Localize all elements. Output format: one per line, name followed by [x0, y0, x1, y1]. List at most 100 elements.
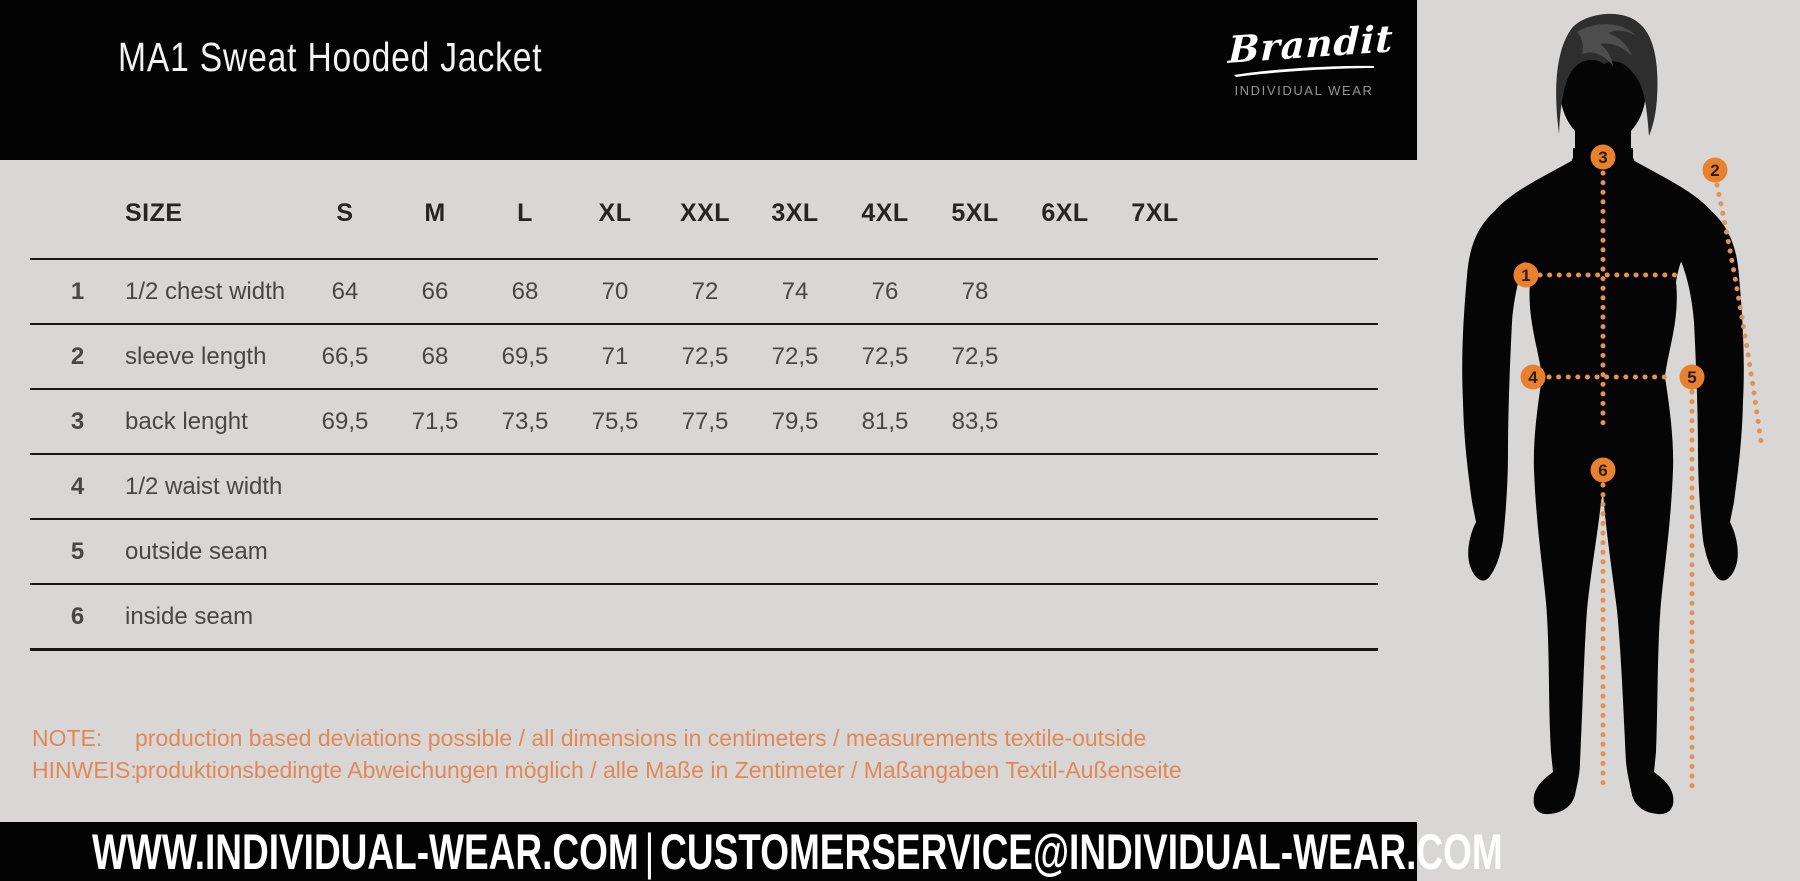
marker-1: 1: [1513, 262, 1539, 288]
measurement-label: sleeve length: [125, 324, 300, 390]
measurement-value: 70: [570, 259, 660, 325]
note-label: NOTE:: [32, 725, 103, 751]
size-column-header-m: M: [390, 168, 480, 260]
measurement-figure: 1 2 3 4 5 6: [1462, 13, 1764, 815]
footer-website: WWW.INDIVIDUAL-WEAR.COM: [92, 823, 639, 880]
measurement-value: 68: [480, 259, 570, 325]
brand-logo: Brandit INDIVIDUAL WEAR: [1227, 16, 1394, 98]
measurement-value: [660, 519, 750, 585]
size-table-header-row: SIZE S M L XL XXL 3XL 4XL 5XL 6XL 7XL: [30, 168, 1378, 260]
size-column-header-6xl: 6XL: [1020, 168, 1110, 260]
measurement-value: [1020, 324, 1110, 390]
measurement-value: 71,5: [390, 389, 480, 455]
measurement-markers: 1 2 3 4 5 6: [1513, 144, 1728, 483]
marker-6: 6: [1590, 457, 1616, 483]
measurement-value: 78: [930, 259, 1020, 325]
size-column-header-xxl: XXL: [660, 168, 750, 260]
size-column-header-l: L: [480, 168, 570, 260]
hair-silhouette: [1556, 13, 1658, 137]
measurement-value: [1110, 519, 1200, 585]
measurement-value: 81,5: [840, 389, 930, 455]
measurement-label: inside seam: [125, 584, 300, 651]
measurement-value: [750, 584, 840, 651]
row-number: 4: [30, 454, 125, 520]
measurement-value: [300, 519, 390, 585]
footer-contact-line: WWW.INDIVIDUAL-WEAR.COM | CUSTOMERSERVICE@…: [92, 823, 1503, 881]
svg-text:6: 6: [1598, 461, 1607, 480]
measurement-value: [1110, 324, 1200, 390]
svg-text:4: 4: [1528, 368, 1538, 387]
measurement-value: [750, 519, 840, 585]
measurement-value: [1020, 454, 1110, 520]
measurement-row-6: 6 inside seam: [30, 584, 1378, 651]
marker-4: 4: [1520, 364, 1546, 390]
left-arm-silhouette: [1462, 210, 1528, 581]
measurement-value: 76: [840, 259, 930, 325]
measurement-value: [930, 519, 1020, 585]
hair-highlight: [1577, 24, 1636, 66]
measurement-value: [480, 584, 570, 651]
measurement-value: 75,5: [570, 389, 660, 455]
size-column-header-3xl: 3XL: [750, 168, 840, 260]
row-number: 1: [30, 259, 125, 325]
row-fill-spacer: [1200, 519, 1378, 585]
measurement-value: 72,5: [660, 324, 750, 390]
measurement-value: 69,5: [300, 389, 390, 455]
measurement-value: [300, 454, 390, 520]
measurement-value: [660, 584, 750, 651]
size-column-header-s: S: [300, 168, 390, 260]
measurement-value: 66,5: [300, 324, 390, 390]
measurement-value: 72,5: [750, 324, 840, 390]
measurement-row-1: 1 1/2 chest width 64 66 68 70 72 74 76 78: [30, 259, 1378, 325]
size-column-header-4xl: 4XL: [840, 168, 930, 260]
note-text: production based deviations possible / a…: [135, 725, 1147, 751]
row-fill-spacer: [1200, 389, 1378, 455]
measurement-value: [840, 519, 930, 585]
measurement-value: [930, 454, 1020, 520]
measurement-lines: [1537, 170, 1764, 789]
measurement-value: [1110, 454, 1200, 520]
measurement-value: 72: [660, 259, 750, 325]
size-column-header: SIZE: [125, 168, 300, 260]
notes-block: NOTE: production based deviations possib…: [32, 722, 1182, 786]
measurement-value: 64: [300, 259, 390, 325]
row-number: 2: [30, 324, 125, 390]
footer-email: CUSTOMERSERVICE@INDIVIDUAL-WEAR.COM: [660, 823, 1503, 880]
size-table: SIZE S M L XL XXL 3XL 4XL 5XL 6XL 7XL 1 1/2 chest …: [30, 168, 1378, 651]
marker-2: 2: [1702, 157, 1728, 183]
measurement-value: [570, 519, 660, 585]
row-number: 6: [30, 584, 125, 651]
svg-text:5: 5: [1687, 368, 1696, 387]
measurement-value: [930, 584, 1020, 651]
page-title: MA1 Sweat Hooded Jacket: [118, 34, 543, 80]
measurement-value: 68: [390, 324, 480, 390]
measurement-value: [1020, 389, 1110, 455]
marker-3: 3: [1590, 144, 1616, 170]
size-column-header-xl: XL: [570, 168, 660, 260]
footer-separator: |: [644, 823, 655, 880]
brand-underline-swoosh: [1234, 65, 1374, 77]
measurement-value: [1020, 259, 1110, 325]
measurement-value: [390, 584, 480, 651]
figure-head: [1556, 13, 1658, 144]
measurement-value: [1020, 584, 1110, 651]
measurement-value: [390, 454, 480, 520]
measurement-value: [840, 454, 930, 520]
measurement-label: outside seam: [125, 519, 300, 585]
row-fill-spacer: [1200, 454, 1378, 520]
row-fill-spacer: [1200, 259, 1378, 325]
measurement-row-3: 3 back lenght 69,5 71,5 73,5 75,5 77,5 79,5 81,5…: [30, 389, 1378, 455]
measurement-value: 83,5: [930, 389, 1020, 455]
measurement-value: [840, 584, 930, 651]
measurement-row-4: 4 1/2 waist width: [30, 454, 1378, 520]
measurement-value: 74: [750, 259, 840, 325]
row-number: 3: [30, 389, 125, 455]
svg-text:3: 3: [1598, 148, 1607, 167]
measurement-value: [480, 454, 570, 520]
measurement-row-2: 2 sleeve length 66,5 68 69,5 71 72,5 72,5 72,5 72…: [30, 324, 1378, 390]
svg-text:2: 2: [1710, 161, 1719, 180]
measurement-value: [480, 519, 570, 585]
measurement-value: [750, 454, 840, 520]
measurement-label: back lenght: [125, 389, 300, 455]
hinweis-label: HINWEIS:: [32, 757, 137, 783]
